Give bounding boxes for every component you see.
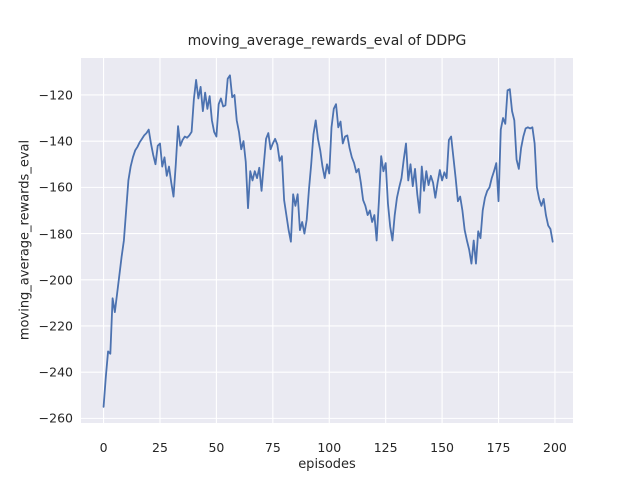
y-tick-label: −260 (38, 410, 73, 426)
x-tick-label: 125 (373, 440, 398, 455)
reward-line (102, 74, 554, 408)
x-tick-label: 75 (264, 440, 281, 455)
y-tick-label: −240 (38, 364, 73, 380)
x-axis-label: episodes (298, 457, 356, 472)
y-tick-label: −120 (38, 87, 73, 103)
y-axis-label: moving_average_rewards_eval (17, 139, 33, 341)
chart-title: moving_average_rewards_eval of DDPG (187, 33, 467, 49)
y-tick-label: −180 (38, 226, 73, 242)
y-tick-label: −140 (38, 133, 73, 149)
gridlines (81, 58, 573, 423)
x-tick-label: 150 (430, 440, 455, 455)
x-tick-label: 25 (152, 440, 168, 455)
x-tick-label: 50 (208, 440, 225, 455)
plot-area (81, 58, 573, 423)
x-tick-label: 175 (486, 440, 511, 455)
y-tick-label: −160 (38, 179, 73, 195)
x-tick-label: 0 (99, 440, 108, 455)
x-tick-label: 100 (317, 440, 342, 455)
x-tick-label: 200 (543, 440, 567, 455)
y-tick-label: −200 (38, 272, 73, 288)
y-tick-label: −220 (38, 318, 73, 334)
plot-svg (81, 58, 573, 423)
